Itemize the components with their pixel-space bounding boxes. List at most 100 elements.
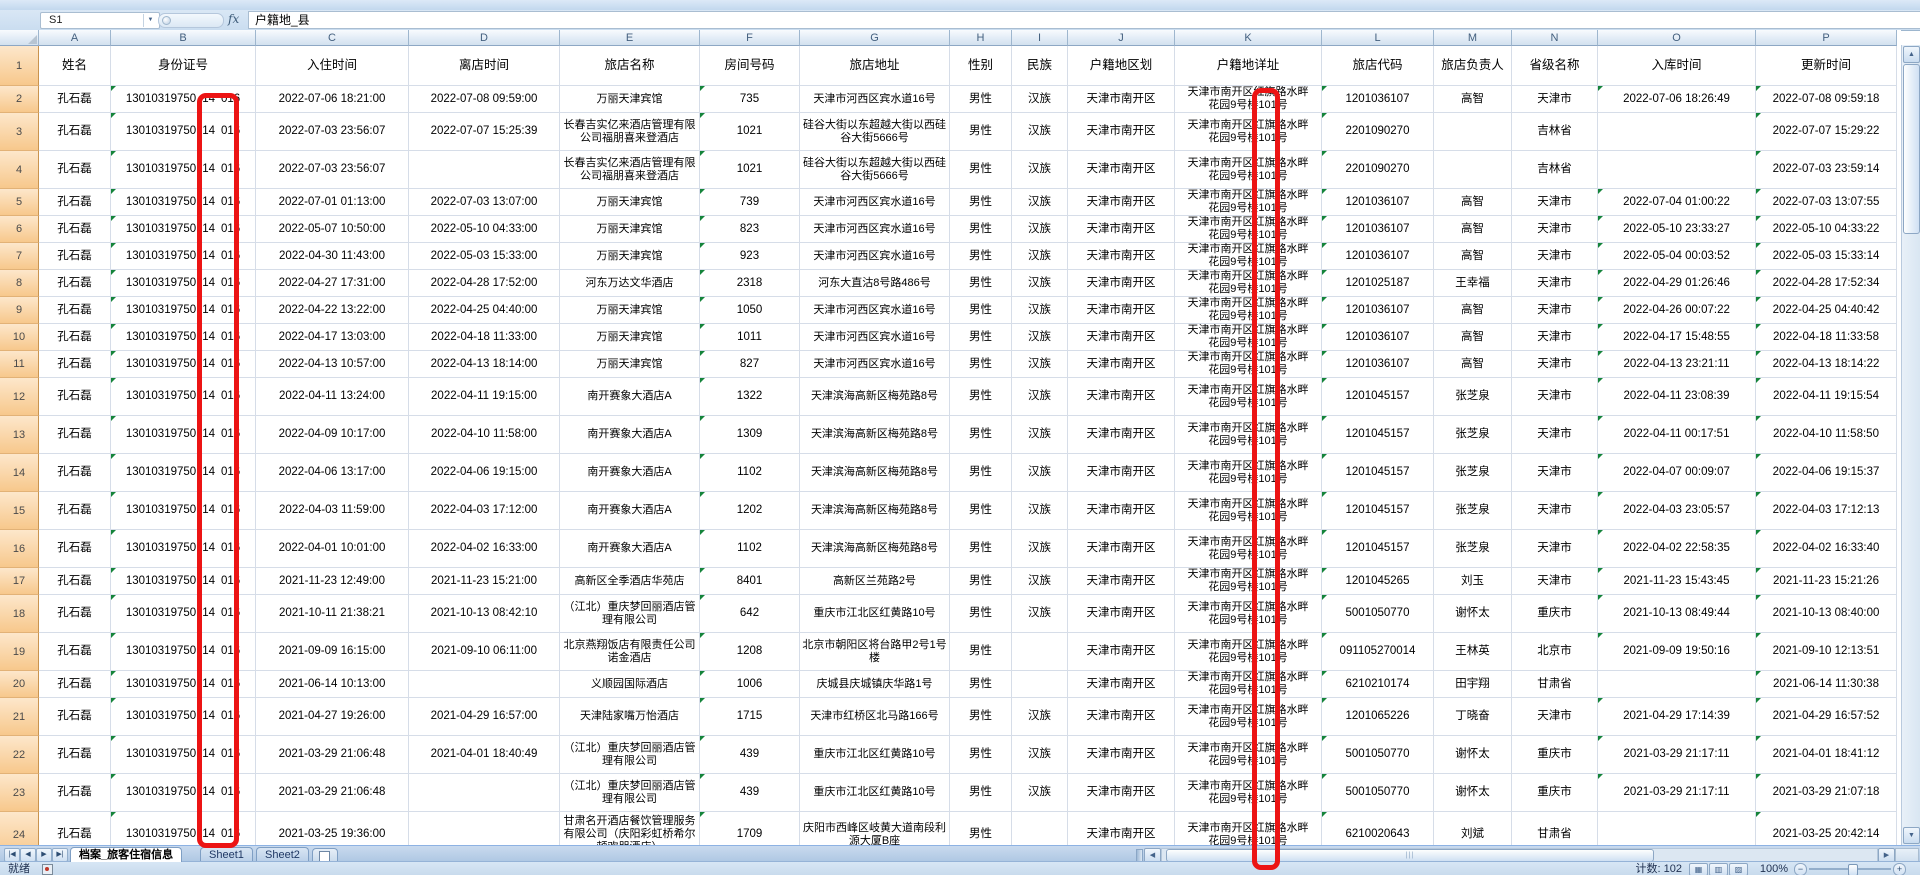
cell-hotel-name[interactable]: 南开赛象大酒店A	[560, 378, 700, 416]
cell-hotel-code[interactable]: 1201036107	[1322, 86, 1434, 113]
cell-province[interactable]: 天津市	[1512, 530, 1598, 568]
cell-gender[interactable]: 男性	[950, 774, 1012, 812]
cell-hotel-code[interactable]: 1201036107	[1322, 297, 1434, 324]
cell-gender[interactable]: 男性	[950, 812, 1012, 845]
header-cell-gender[interactable]: 性别	[950, 46, 1012, 86]
cell-store-time[interactable]	[1598, 671, 1756, 698]
column-header-f[interactable]: F	[700, 30, 800, 46]
cell-checkout-time[interactable]: 2022-05-03 15:33:00	[409, 243, 560, 270]
cell-store-time[interactable]: 2022-05-04 00:03:52	[1598, 243, 1756, 270]
page-break-view-icon[interactable]: ▨	[1729, 863, 1748, 875]
cell-home-address[interactable]: 天津市南开区红旗路水畔 花园9号楼101号	[1175, 86, 1322, 113]
cell-store-time[interactable]: 2022-04-13 23:21:11	[1598, 351, 1756, 378]
cell-region[interactable]: 天津市南开区	[1068, 568, 1175, 595]
cell-update-time[interactable]: 2021-09-10 12:13:51	[1756, 633, 1897, 671]
cell-manager[interactable]: 王林英	[1434, 633, 1512, 671]
cell-update-time[interactable]: 2022-07-03 13:07:55	[1756, 189, 1897, 216]
row-header[interactable]: 21	[0, 698, 39, 736]
cell-update-time[interactable]: 2022-04-25 04:40:42	[1756, 297, 1897, 324]
cell-manager[interactable]: 高智	[1434, 216, 1512, 243]
formula-input[interactable]: 户籍地_县	[248, 11, 1920, 29]
cell-province[interactable]: 甘肃省	[1512, 671, 1598, 698]
cell-checkout-time[interactable]: 2022-04-28 17:52:00	[409, 270, 560, 297]
cell-hotel-code[interactable]: 5001050770	[1322, 774, 1434, 812]
row-header[interactable]: 8	[0, 270, 39, 297]
cell-update-time[interactable]: 2022-04-06 19:15:37	[1756, 454, 1897, 492]
cell-home-address[interactable]: 天津市南开区红旗路水畔 花园9号楼101号	[1175, 774, 1322, 812]
cell-province[interactable]: 天津市	[1512, 270, 1598, 297]
cell-hotel-name[interactable]: （江北）重庆梦回丽酒店管理有限公司	[560, 774, 700, 812]
cell-hotel-code[interactable]: 2201090270	[1322, 151, 1434, 189]
select-all-button[interactable]	[0, 30, 39, 46]
cell-checkout-time[interactable]: 2021-10-13 08:42:10	[409, 595, 560, 633]
cell-update-time[interactable]: 2022-04-03 17:12:13	[1756, 492, 1897, 530]
cell-region[interactable]: 天津市南开区	[1068, 351, 1175, 378]
cell-checkin-time[interactable]: 2022-04-17 13:03:00	[256, 324, 409, 351]
header-cell-hotel-address[interactable]: 旅店地址	[800, 46, 950, 86]
cell-hotel-code[interactable]: 091105270014	[1322, 633, 1434, 671]
macro-record-icon[interactable]	[42, 864, 53, 875]
cell-checkin-time[interactable]: 2021-03-25 19:36:00	[256, 812, 409, 845]
cell-checkout-time[interactable]: 2022-04-25 04:40:00	[409, 297, 560, 324]
cell-manager[interactable]: 田宇翔	[1434, 671, 1512, 698]
cell-home-address[interactable]: 天津市南开区红旗路水畔 花园9号楼101号	[1175, 633, 1322, 671]
column-header-o[interactable]: O	[1598, 30, 1756, 46]
cell-hotel-address[interactable]: 河东大直沽8号路486号	[800, 270, 950, 297]
normal-view-icon[interactable]: ▦	[1689, 863, 1708, 875]
cell-hotel-code[interactable]: 5001050770	[1322, 595, 1434, 633]
cell-room-number[interactable]: 1006	[700, 671, 800, 698]
cell-ethnicity[interactable]: 汉族	[1012, 270, 1068, 297]
cell-guest-name[interactable]: 孔石磊	[39, 633, 111, 671]
cell-hotel-code[interactable]: 1201045157	[1322, 530, 1434, 568]
row-header[interactable]: 10	[0, 324, 39, 351]
page-layout-view-icon[interactable]: ▥	[1709, 863, 1728, 875]
cell-province[interactable]: 北京市	[1512, 633, 1598, 671]
cell-gender[interactable]: 男性	[950, 698, 1012, 736]
cell-checkin-time[interactable]: 2022-07-03 23:56:07	[256, 113, 409, 151]
cell-manager[interactable]	[1434, 151, 1512, 189]
header-cell-store-time[interactable]: 入库时间	[1598, 46, 1756, 86]
cell-ethnicity[interactable]: 汉族	[1012, 113, 1068, 151]
cell-hotel-name[interactable]: 万丽天津宾馆	[560, 189, 700, 216]
cell-hotel-name[interactable]: 万丽天津宾馆	[560, 351, 700, 378]
cell-checkin-time[interactable]: 2022-07-06 18:21:00	[256, 86, 409, 113]
tab-sheet1[interactable]: Sheet1	[200, 847, 253, 862]
cell-guest-name[interactable]: 孔石磊	[39, 216, 111, 243]
cell-home-address[interactable]: 天津市南开区红旗路水畔 花园9号楼101号	[1175, 454, 1322, 492]
cell-checkin-time[interactable]: 2022-04-01 10:01:00	[256, 530, 409, 568]
cell-guest-name[interactable]: 孔石磊	[39, 416, 111, 454]
cell-hotel-code[interactable]: 1201036107	[1322, 243, 1434, 270]
next-sheet-icon[interactable]: ▶	[36, 848, 52, 862]
column-header-e[interactable]: E	[560, 30, 700, 46]
cell-checkin-time[interactable]: 2021-03-29 21:06:48	[256, 736, 409, 774]
cell-room-number[interactable]: 735	[700, 86, 800, 113]
cell-update-time[interactable]: 2022-05-10 04:33:22	[1756, 216, 1897, 243]
cell-checkout-time[interactable]	[409, 774, 560, 812]
cell-room-number[interactable]: 923	[700, 243, 800, 270]
row-header[interactable]: 12	[0, 378, 39, 416]
cell-checkout-time[interactable]: 2022-04-02 16:33:00	[409, 530, 560, 568]
cell-guest-name[interactable]: 孔石磊	[39, 270, 111, 297]
cell-id-number[interactable]: 13010319750 14 016	[111, 297, 256, 324]
vertical-scrollbar[interactable]: ▲ ▼	[1901, 45, 1920, 845]
zoom-out-icon[interactable]: −	[1794, 863, 1807, 875]
cell-hotel-name[interactable]: 万丽天津宾馆	[560, 324, 700, 351]
cell-store-time[interactable]: 2021-03-29 21:17:11	[1598, 774, 1756, 812]
column-header-m[interactable]: M	[1434, 30, 1512, 46]
cell-guest-name[interactable]: 孔石磊	[39, 297, 111, 324]
cell-guest-name[interactable]: 孔石磊	[39, 454, 111, 492]
cell-home-address[interactable]: 天津市南开区红旗路水畔 花园9号楼101号	[1175, 151, 1322, 189]
cell-gender[interactable]: 男性	[950, 324, 1012, 351]
header-cell-province[interactable]: 省级名称	[1512, 46, 1598, 86]
cell-hotel-address[interactable]: 重庆市江北区红黄路10号	[800, 595, 950, 633]
row-header[interactable]: 2	[0, 86, 39, 113]
cell-gender[interactable]: 男性	[950, 189, 1012, 216]
header-cell-region[interactable]: 户籍地区划	[1068, 46, 1175, 86]
cell-update-time[interactable]: 2022-04-28 17:52:34	[1756, 270, 1897, 297]
cell-room-number[interactable]: 2318	[700, 270, 800, 297]
cell-gender[interactable]: 男性	[950, 633, 1012, 671]
cell-manager[interactable]: 丁晓奋	[1434, 698, 1512, 736]
cell-hotel-address[interactable]: 天津滨海高新区梅苑路8号	[800, 454, 950, 492]
cell-checkout-time[interactable]	[409, 812, 560, 845]
zoom-slider[interactable]: − +	[1794, 863, 1906, 875]
